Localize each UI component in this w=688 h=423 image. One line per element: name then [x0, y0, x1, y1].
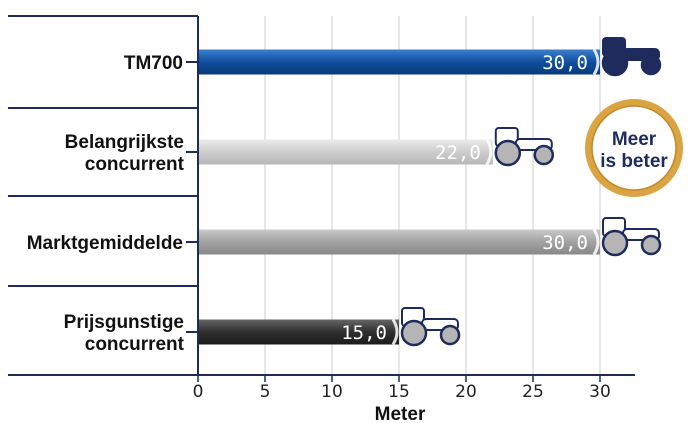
bar: [198, 49, 600, 75]
x-tick-label: 10: [321, 382, 343, 402]
category-label: concurrent: [85, 154, 185, 175]
tractor-icon: [494, 127, 555, 167]
bars: [198, 48, 600, 346]
tractor-icons: [400, 37, 662, 347]
value-label: 30,0: [542, 232, 588, 254]
x-tick-label: 20: [455, 382, 477, 402]
badge-inner: [591, 105, 677, 191]
bar-end-cap: [485, 138, 493, 166]
tractor-icon: [601, 217, 662, 257]
gridlines: [264, 16, 601, 375]
tractor-icon: [400, 307, 461, 347]
category-label: Prijsgunstige: [64, 312, 184, 333]
bar-end-cap: [391, 318, 399, 346]
x-axis-title: Meter: [375, 404, 426, 423]
badge-text-line: is beter: [600, 151, 668, 172]
bar: [198, 229, 600, 255]
x-tick-label: 5: [260, 382, 271, 402]
category-label: TM700: [124, 53, 183, 74]
bar: [198, 139, 493, 165]
value-label: 15,0: [341, 322, 387, 344]
category-label: Marktgemiddelde: [27, 233, 183, 254]
bar-end-cap: [592, 48, 600, 76]
labels: 0 5 10 15 20 25 30 Meter 30,0 TM700 22,0 Belangrijk…: [27, 52, 611, 423]
value-label: 22,0: [435, 142, 481, 164]
value-label: 30,0: [542, 52, 588, 74]
bar: [198, 319, 399, 345]
category-label: Belangrijkste: [65, 132, 184, 153]
tractor-icon: [601, 37, 662, 77]
x-tick-label: 25: [522, 382, 544, 402]
category-label: concurrent: [85, 334, 185, 355]
axes: [8, 15, 635, 382]
x-tick-label: 15: [388, 382, 410, 402]
badge-text-line: Meer: [612, 129, 657, 150]
bar-end-cap: [592, 228, 600, 256]
x-tick-label: 0: [193, 382, 204, 402]
x-tick-label: 30: [589, 382, 611, 402]
